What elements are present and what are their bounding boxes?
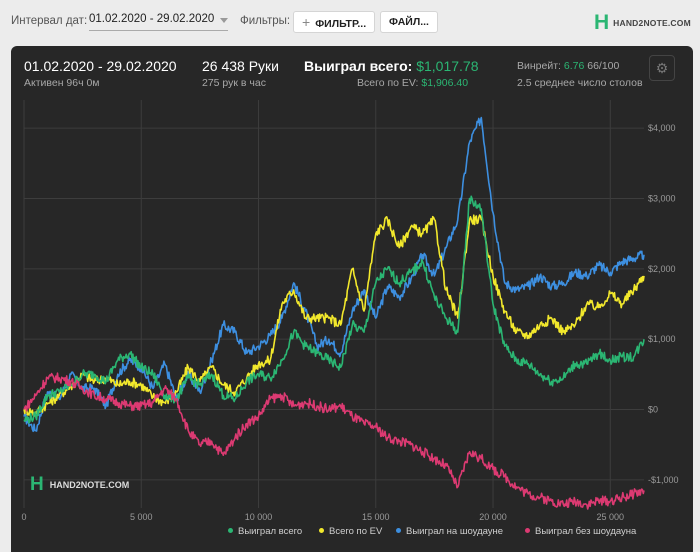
- date-range-label: Интервал дат:: [11, 15, 88, 27]
- legend-dot-showdown: [396, 528, 401, 533]
- chart-watermark: H HAND2NOTE.COM: [30, 474, 129, 496]
- file-button-label: ФАЙЛ...: [389, 16, 429, 28]
- hand2note-logo-text: HAND2NOTE.COM: [613, 18, 691, 28]
- legend-dot-won: [228, 528, 233, 533]
- won-total-value: $1,017.78: [416, 58, 479, 74]
- hand2note-logo-icon: H: [594, 11, 610, 34]
- plus-icon: +: [302, 14, 311, 30]
- date-range-select[interactable]: 01.02.2020 - 29.02.2020: [89, 13, 229, 31]
- hand2note-logo[interactable]: H HAND2NOTE.COM: [594, 12, 691, 34]
- legend-dot-ev: [319, 528, 324, 533]
- filter-button-label: ФИЛЬТР...: [315, 18, 367, 30]
- legend-item-won[interactable]: Выиграл всего: [228, 526, 302, 537]
- hands-count: 26 438 Руки: [202, 58, 279, 74]
- toolbar: Интервал дат: 01.02.2020 - 29.02.2020 Фи…: [0, 0, 700, 42]
- avg-tables: 2.5 среднее число столов: [517, 77, 643, 89]
- series-line-ev: [23, 214, 645, 417]
- winrate: Винрейт: 6.76 66/100: [517, 60, 619, 72]
- x-tick-label: 25 000: [597, 512, 625, 522]
- period-value: 01.02.2020 - 29.02.2020: [24, 58, 177, 74]
- y-tick-label: $4,000: [648, 123, 676, 133]
- y-tick-label: $0: [648, 405, 658, 415]
- legend-dot-non-showdown: [525, 528, 530, 533]
- winrate-sample: 66/100: [587, 60, 620, 72]
- y-tick-label: $1,000: [648, 334, 676, 344]
- series-line-showdown: [23, 116, 645, 433]
- date-range-value: 01.02.2020 - 29.02.2020: [89, 13, 215, 25]
- x-tick-label: 5 000: [130, 512, 153, 522]
- ev-total-label: Всего по EV:: [357, 77, 419, 89]
- file-button[interactable]: ФАЙЛ...: [380, 11, 438, 33]
- legend-label-showdown: Выиграл на шоудауне: [406, 526, 504, 537]
- won-total-label: Выиграл всего:: [304, 58, 413, 74]
- x-tick-label: 20 000: [479, 512, 507, 522]
- filter-button[interactable]: + ФИЛЬТР...: [293, 11, 376, 33]
- x-tick-label: 0: [21, 512, 26, 522]
- x-tick-label: 15 000: [362, 512, 390, 522]
- legend-item-ev[interactable]: Всего по EV: [319, 526, 382, 537]
- winrate-label: Винрейт:: [517, 60, 561, 72]
- legend-label-non-showdown: Выиграл без шоудауна: [535, 526, 637, 537]
- filters-label: Фильтры:: [240, 15, 291, 27]
- y-tick-label: $2,000: [648, 264, 676, 274]
- legend-item-showdown[interactable]: Выиграл на шоудауне: [396, 526, 503, 537]
- active-time: Активен 96ч 0м: [24, 77, 100, 89]
- watermark-text: HAND2NOTE.COM: [49, 480, 130, 490]
- watermark-logo-icon: H: [30, 474, 44, 495]
- graph-panel: [11, 46, 693, 552]
- chart-axis-ticks: -$1,000 $0 $1,000 $2,000 $3,000 $4,000 0 5 000 1…: [21, 123, 678, 522]
- chart-series: [23, 116, 645, 510]
- legend-label-ev: Всего по EV: [329, 526, 383, 537]
- series-line-won: [23, 195, 645, 424]
- chart-grid: [23, 100, 644, 508]
- series-line-non-showdown: [23, 372, 645, 510]
- gear-icon[interactable]: ⚙: [649, 55, 675, 81]
- legend-label-won: Выиграл всего: [238, 526, 303, 537]
- legend-item-non-showdown[interactable]: Выиграл без шоудауна: [525, 526, 636, 537]
- hands-per-hour: 275 рук в час: [202, 77, 266, 89]
- y-tick-label: -$1,000: [648, 475, 679, 485]
- ev-total: Всего по EV: $1,906.40: [357, 77, 468, 89]
- won-total: Выиграл всего: $1,017.78: [304, 58, 479, 74]
- chevron-down-icon: [220, 18, 229, 23]
- x-tick-label: 10 000: [245, 512, 273, 522]
- y-tick-label: $3,000: [648, 193, 676, 203]
- ev-total-value: $1,906.40: [421, 77, 469, 89]
- winrate-value: 6.76: [563, 60, 585, 72]
